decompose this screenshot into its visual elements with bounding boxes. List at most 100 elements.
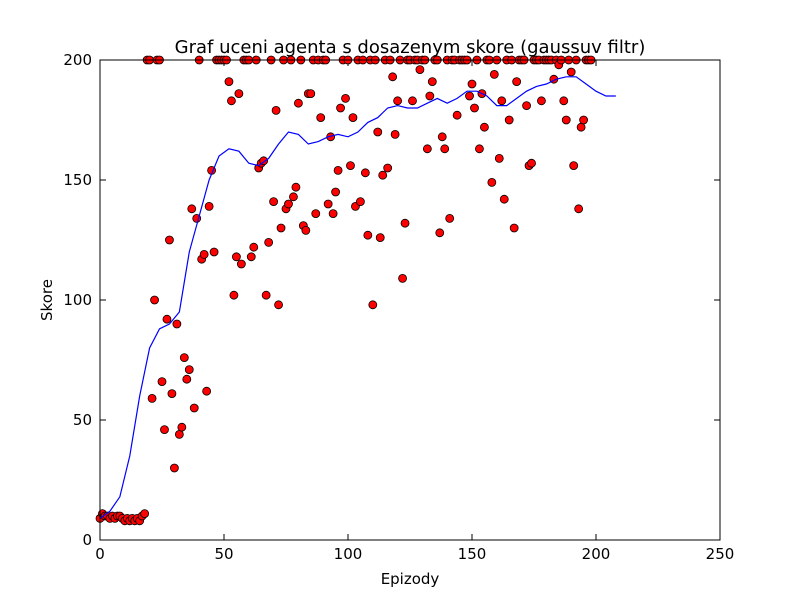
score-point (435, 228, 445, 238)
score-point (527, 158, 536, 168)
score-point (487, 177, 497, 187)
score-point (301, 225, 311, 235)
score-point (160, 425, 169, 435)
score-point (341, 94, 350, 103)
score-point (408, 96, 417, 106)
score-point (246, 252, 256, 262)
score-point (427, 77, 437, 86)
score-point (445, 213, 455, 223)
score-point (537, 96, 546, 106)
score-point (179, 353, 189, 363)
x-tick-label: 200 (582, 545, 611, 563)
score-point (569, 161, 579, 171)
score-point (499, 194, 509, 204)
score-point (378, 170, 388, 180)
score-point (202, 386, 212, 396)
score-point (204, 201, 214, 211)
score-point (323, 199, 333, 209)
score-point (437, 132, 447, 142)
score-point (360, 168, 370, 178)
score-point (174, 429, 184, 439)
score-point (425, 91, 435, 101)
score-point (393, 96, 403, 106)
score-point (470, 103, 479, 113)
score-point (363, 230, 373, 240)
x-tick-label: 100 (334, 545, 363, 563)
score-point (271, 106, 281, 115)
y-tick-label: 200 (63, 51, 92, 69)
score-point (147, 393, 157, 403)
score-point (264, 237, 274, 247)
score-point (398, 273, 407, 283)
score-point (559, 96, 569, 106)
score-point (236, 259, 246, 269)
score-point (249, 242, 259, 252)
y-tick-label: 150 (63, 171, 92, 189)
score-point (566, 67, 576, 77)
score-point (579, 115, 588, 125)
score-point (465, 91, 474, 101)
score-point (199, 249, 209, 259)
score-point (422, 144, 432, 154)
score-point (348, 113, 358, 122)
score-point (276, 223, 286, 233)
score-point (172, 319, 182, 329)
score-point (165, 235, 174, 245)
score-point (388, 72, 398, 82)
y-axis-label: Skore (38, 279, 56, 321)
score-point (227, 96, 236, 106)
score-point (479, 122, 489, 132)
score-point (187, 204, 197, 214)
score-point (574, 204, 584, 214)
score-point (306, 89, 316, 98)
score-point (509, 223, 519, 233)
score-point (184, 365, 194, 375)
y-tick-label: 0 (82, 531, 92, 549)
score-point (224, 77, 234, 86)
score-point (452, 110, 462, 120)
score-point (346, 161, 355, 171)
score-point (189, 403, 199, 413)
score-point (512, 77, 522, 86)
score-point (522, 101, 531, 110)
score-point (229, 290, 239, 300)
score-point (316, 113, 326, 122)
x-tick-label: 250 (706, 545, 735, 563)
score-point (289, 192, 298, 202)
score-point (415, 65, 425, 74)
score-point (261, 290, 271, 300)
score-point (440, 144, 450, 154)
x-tick-label: 150 (458, 545, 487, 563)
x-axis-label: Epizody (381, 570, 440, 588)
score-point (234, 89, 244, 98)
plot-frame (99, 59, 721, 541)
score-point (284, 199, 293, 209)
score-point (169, 463, 179, 473)
score-point (209, 247, 219, 257)
x-tick-label: 0 (95, 545, 105, 563)
chart-title: Graf uceni agenta s dosazenym skore (gau… (175, 37, 646, 58)
smoothed-line (99, 76, 616, 519)
score-point (291, 182, 301, 192)
score-point (269, 197, 279, 207)
score-point (504, 115, 514, 125)
score-point (383, 163, 393, 173)
score-point (274, 300, 283, 310)
score-point (311, 209, 321, 219)
y-tick-label: 100 (63, 291, 92, 309)
score-point (489, 70, 499, 79)
score-point (167, 389, 177, 399)
score-point (293, 98, 303, 108)
score-point (400, 218, 410, 228)
score-point (576, 122, 586, 132)
score-point (336, 103, 345, 113)
score-point (333, 165, 343, 175)
score-point (475, 144, 484, 154)
score-point (368, 300, 378, 310)
score-point (328, 209, 338, 219)
score-point (140, 509, 150, 518)
score-point (497, 96, 507, 106)
score-point (355, 197, 365, 207)
